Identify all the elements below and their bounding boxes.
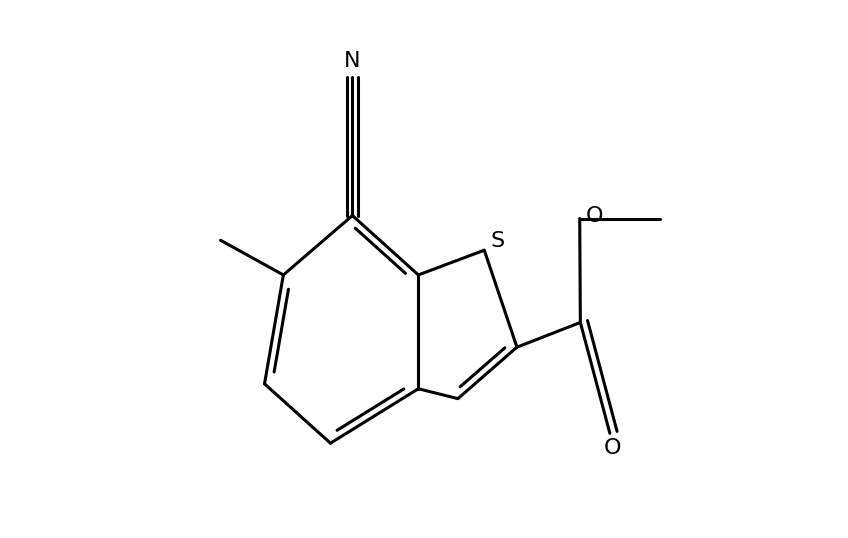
- Text: N: N: [344, 51, 360, 71]
- Text: O: O: [586, 206, 604, 226]
- Text: S: S: [490, 231, 505, 251]
- Text: O: O: [604, 438, 622, 458]
